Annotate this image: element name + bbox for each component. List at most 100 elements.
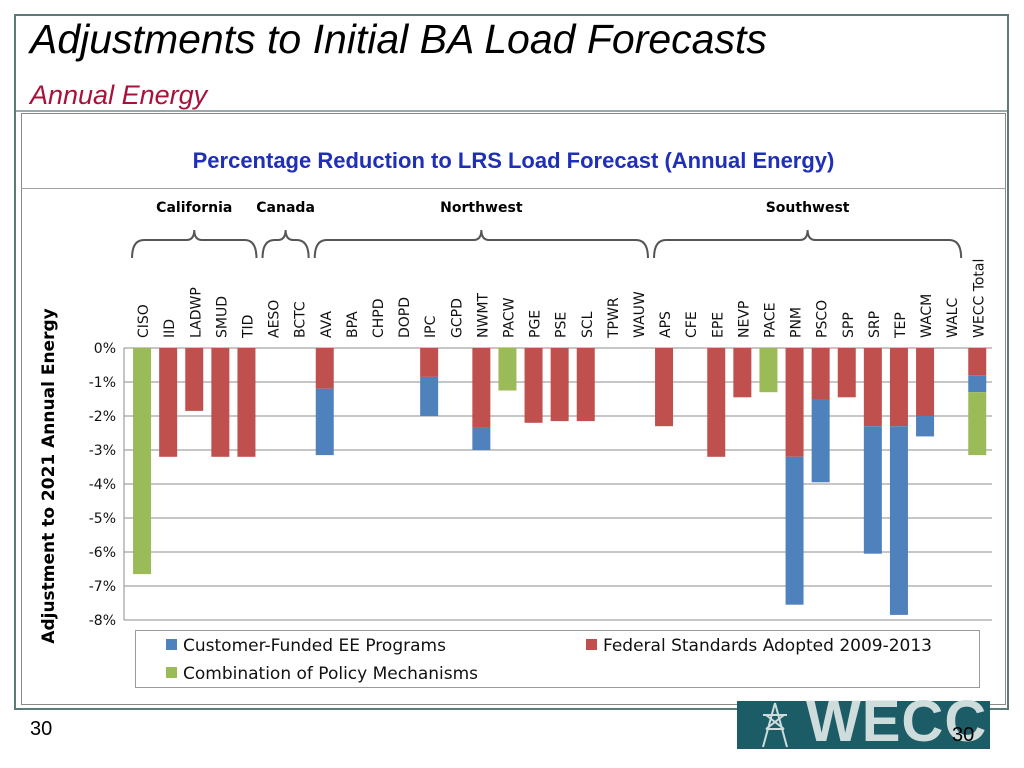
bar-psco-segment: [811, 399, 830, 483]
bar-wecc-total-segment: [968, 392, 987, 456]
x-category-label: PSE: [554, 312, 570, 338]
bar-wacm-segment: [916, 416, 935, 437]
bar-pge-segment: [524, 348, 543, 423]
bar-ciso-segment: [133, 348, 152, 575]
x-category-label: WACM: [919, 294, 935, 338]
tower-icon: [762, 702, 788, 748]
bar-aps-segment: [655, 348, 674, 427]
x-category-label: TEP: [893, 312, 909, 339]
x-category-label: PSCO: [815, 300, 831, 338]
chart-container: [21, 113, 1006, 705]
chart-legend: Customer-Funded EE Programs Federal Stan…: [135, 630, 980, 688]
y-tick-label: -5%: [89, 511, 116, 527]
y-axis-title: Adjustment to 2021 Annual Energy: [39, 308, 59, 643]
bar-tep-segment: [889, 348, 908, 427]
slide-frame: [14, 14, 1009, 710]
group-label: Canada: [256, 200, 315, 216]
y-tick-label: -2%: [89, 409, 116, 425]
bar-scl-segment: [576, 348, 595, 422]
bar-srp-segment: [863, 348, 882, 427]
legend-label-policy: Combination of Policy Mechanisms: [183, 664, 479, 684]
bar-pacw-segment: [498, 348, 517, 391]
y-tick-label: -6%: [89, 545, 116, 561]
x-category-label: NWMT: [475, 293, 491, 338]
slide-subtitle: Annual Energy: [30, 80, 208, 110]
x-category-label: IID: [162, 319, 178, 338]
y-tick-label: -3%: [89, 443, 116, 459]
x-category-label: SCL: [580, 311, 596, 338]
x-category-label: EPE: [710, 312, 726, 338]
x-category-label: TPWR: [606, 297, 622, 339]
bar-spp-segment: [837, 348, 856, 398]
x-category-label: AVA: [319, 311, 335, 338]
x-category-label: CHPD: [371, 298, 387, 338]
y-tick-label: -1%: [89, 375, 116, 391]
bar-wecc-total-segment: [968, 348, 987, 376]
x-category-label: PACW: [501, 297, 517, 338]
bar-tep-segment: [889, 426, 908, 615]
x-category-label: SRP: [867, 311, 883, 338]
bar-ava-segment: [315, 388, 334, 456]
legend-label-fed: Federal Standards Adopted 2009-2013: [603, 636, 932, 656]
bar-ipc-segment: [420, 348, 439, 377]
group-label: California: [156, 200, 232, 216]
legend-item-policy: Combination of Policy Mechanisms: [166, 664, 478, 684]
legend-item-fed: Federal Standards Adopted 2009-2013: [586, 636, 932, 656]
bar-srp-segment: [863, 426, 882, 554]
group-label: Northwest: [440, 200, 523, 216]
bar-ipc-segment: [420, 376, 439, 416]
legend-item-ee: Customer-Funded EE Programs: [166, 636, 446, 656]
slide-title: Adjustments to Initial BA Load Forecasts: [30, 16, 767, 62]
title-divider: [16, 110, 1007, 112]
bar-pnm-segment: [785, 348, 804, 457]
x-category-label: WECC Total: [971, 259, 987, 338]
x-category-label: SPP: [841, 312, 857, 338]
x-category-label: TID: [240, 315, 256, 339]
bar-epe-segment: [707, 348, 726, 457]
y-tick-label: -4%: [89, 477, 116, 493]
bar-iid-segment: [159, 348, 178, 457]
x-category-label: PNM: [789, 307, 805, 338]
x-category-label: BPA: [345, 311, 361, 338]
x-category-label: BCTC: [293, 301, 309, 338]
x-category-label: GCPD: [449, 298, 465, 338]
legend-swatch-policy: [166, 666, 177, 678]
x-category-label: SMUD: [214, 296, 230, 338]
bar-wecc-total-segment: [968, 375, 987, 393]
bar-pnm-segment: [785, 456, 804, 605]
group-brace: [653, 229, 963, 259]
legend-swatch-fed: [586, 638, 597, 650]
x-category-label: WAUW: [632, 291, 648, 338]
bar-psco-segment: [811, 348, 830, 399]
group-brace: [131, 229, 258, 259]
x-category-label: NEVP: [736, 301, 752, 338]
x-category-label: LADWP: [188, 287, 204, 338]
group-brace: [313, 229, 649, 259]
legend-label-ee: Customer-Funded EE Programs: [183, 636, 446, 656]
page-number-left: 30: [30, 718, 53, 740]
legend-swatch-ee: [166, 638, 177, 650]
x-category-label: APS: [658, 311, 674, 338]
bar-pse-segment: [550, 348, 569, 422]
wecc-logo: WECC: [806, 689, 988, 754]
x-category-label: DOPD: [397, 297, 413, 338]
x-category-label: AESO: [267, 300, 283, 338]
bar-pace-segment: [759, 348, 778, 393]
bar-smud-segment: [211, 348, 230, 457]
y-tick-label: -8%: [89, 613, 116, 629]
bar-wacm-segment: [916, 348, 935, 416]
chart-title: Percentage Reduction to LRS Load Forecas…: [192, 148, 835, 173]
page-number-right: 30: [952, 724, 975, 746]
bar-tid-segment: [237, 348, 256, 457]
y-tick-label: -7%: [89, 579, 116, 595]
x-category-label: PACE: [762, 303, 778, 339]
bar-nwmt-segment: [472, 427, 491, 450]
x-category-label: WALC: [945, 298, 961, 338]
chart-title-box: Percentage Reduction to LRS Load Forecas…: [21, 113, 1006, 189]
y-tick-label: 0%: [94, 341, 116, 357]
x-category-label: CISO: [136, 304, 152, 338]
x-category-label: IPC: [423, 315, 439, 338]
x-category-label: PGE: [528, 310, 544, 338]
bar-ladwp-segment: [185, 348, 204, 411]
